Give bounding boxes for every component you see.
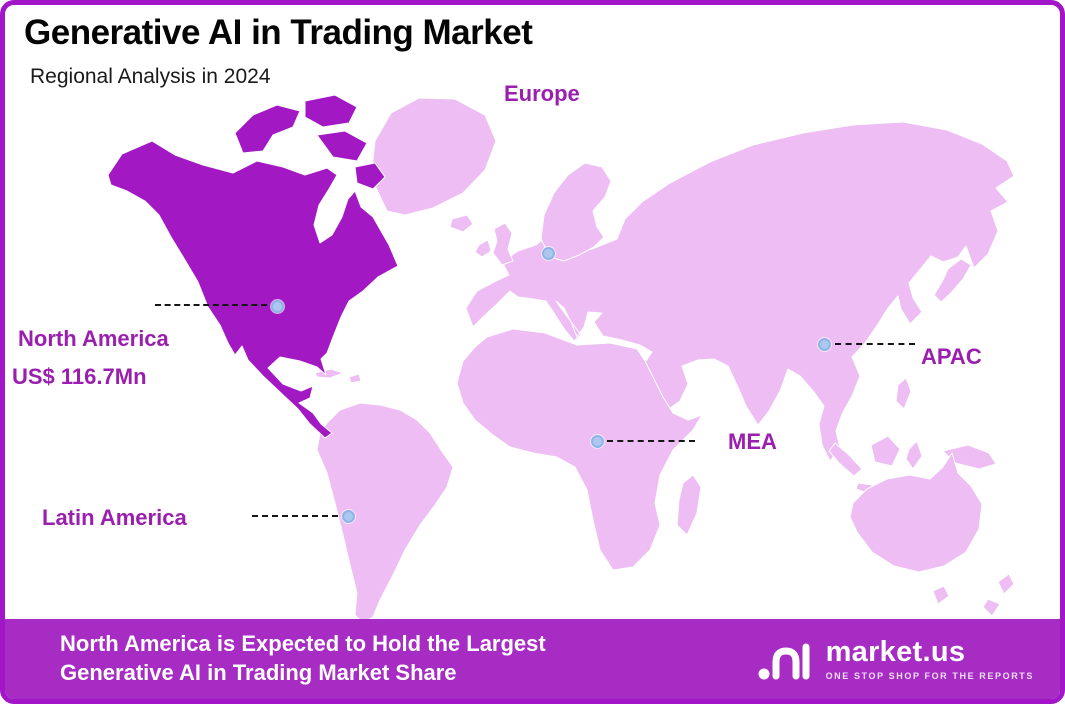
footer-headline: North America is Expected to Hold the La… <box>60 630 546 687</box>
region-label-europe: Europe <box>504 81 580 106</box>
scandinavia-region <box>540 162 612 262</box>
sumatra <box>828 442 863 477</box>
eurasia-region <box>465 121 1015 462</box>
new-zealand-north <box>997 573 1015 595</box>
market-us-logo-icon <box>758 643 810 680</box>
footer-banner: North America is Expected to Hold the La… <box>5 619 1060 699</box>
region-label-north-america: North America <box>18 326 169 351</box>
hispaniola <box>348 373 362 384</box>
brand-text-block: market.us ONE STOP SHOP FOR THE REPORTS <box>825 635 1034 681</box>
region-label-latin-america: Latin America <box>42 505 187 530</box>
arctic-islands-c <box>316 130 368 162</box>
sulawesi <box>905 440 923 470</box>
south-america-region <box>316 402 454 624</box>
region-label-apac: APAC <box>921 344 982 369</box>
region-label-mea: MEA <box>728 429 777 454</box>
borneo <box>870 435 901 467</box>
brand-name: market.us <box>825 635 966 668</box>
new-zealand-south <box>982 598 1001 617</box>
leader-line-mea <box>607 440 695 442</box>
leader-line-north-america <box>155 304 267 306</box>
cuba <box>314 368 344 379</box>
arctic-islands-b <box>304 94 358 128</box>
leader-line-apac <box>835 343 915 345</box>
iceland <box>449 214 474 233</box>
page-title: Generative AI in Trading Market <box>24 13 533 52</box>
footer-headline-line2: Generative AI in Trading Market Share <box>60 660 457 685</box>
footer-headline-line1: North America is Expected to Hold the La… <box>60 631 546 657</box>
page-subtitle: Regional Analysis in 2024 <box>30 65 271 88</box>
marker-mea <box>591 435 604 448</box>
philippines <box>895 377 912 410</box>
great-britain <box>492 222 514 266</box>
tasmania <box>932 585 950 605</box>
marker-north-america <box>271 300 284 313</box>
greenland <box>370 97 497 216</box>
market-us-logo: market.us ONE STOP SHOP FOR THE REPORTS <box>757 636 1034 682</box>
north-america-value: US$ 116.7Mn <box>12 364 147 389</box>
north-america-region-highlighted <box>107 140 399 439</box>
arctic-islands-d <box>354 162 386 190</box>
arctic-islands-a <box>234 104 301 154</box>
world-map <box>107 94 1015 624</box>
ireland <box>474 239 492 258</box>
madagascar <box>676 474 702 536</box>
africa-region <box>456 328 703 571</box>
leader-line-latin-america <box>252 515 338 517</box>
brand-tagline: ONE STOP SHOP FOR THE REPORTS <box>825 670 1034 681</box>
japan <box>933 258 972 303</box>
marker-apac <box>818 338 831 351</box>
marker-europe <box>542 247 555 260</box>
marker-latin-america <box>342 510 355 523</box>
australia-region <box>849 452 983 573</box>
